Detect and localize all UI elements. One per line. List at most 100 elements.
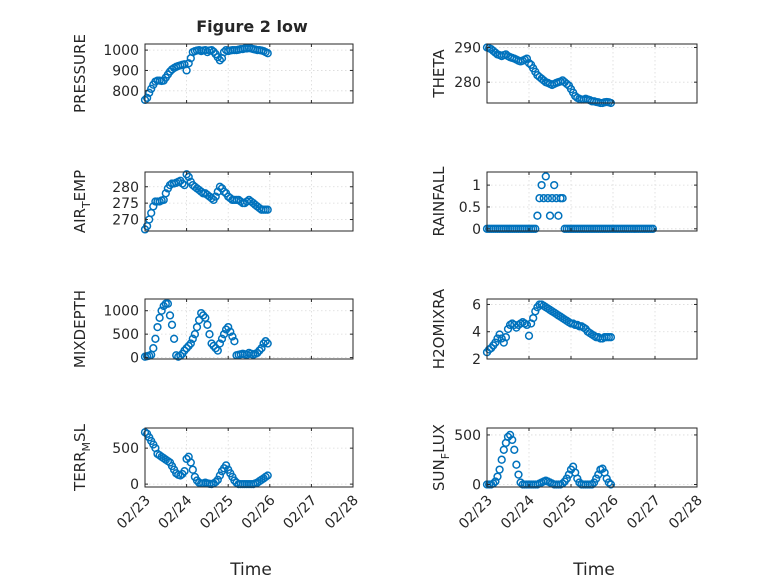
- data-point: [550, 180, 559, 190]
- data-point: [213, 475, 222, 484]
- y-axis-label: THETA: [430, 49, 448, 99]
- data-point: [562, 474, 571, 483]
- data-point: [253, 348, 262, 358]
- data-point: [508, 435, 517, 445]
- figure-title: Figure 2 low: [196, 17, 308, 36]
- axes-frame: [144, 171, 354, 232]
- data-point: [215, 182, 225, 191]
- x-tick-label: 02/25: [197, 493, 237, 533]
- data-point: [215, 471, 225, 480]
- data-point: [514, 470, 523, 479]
- x-axis-label-right: Time: [572, 560, 615, 580]
- y-tick-label: 280: [454, 75, 481, 91]
- y-tick-label: 275: [112, 196, 139, 212]
- y-tick-label: 0: [130, 477, 139, 493]
- axes-frame: [486, 298, 698, 360]
- data-point: [558, 194, 567, 203]
- data-point: [259, 339, 268, 348]
- data-point: [188, 465, 197, 474]
- data-point: [541, 172, 550, 181]
- data-point: [199, 311, 208, 320]
- data-point: [147, 84, 156, 93]
- data-point: [562, 79, 571, 89]
- axes-frame: [144, 298, 354, 360]
- data-point: [151, 334, 160, 343]
- data-point: [510, 445, 519, 454]
- y-tick-label: 0.5: [459, 200, 481, 216]
- data-point: [255, 346, 264, 355]
- data-point: [539, 194, 548, 203]
- data-point: [190, 330, 200, 339]
- data-point: [512, 460, 521, 469]
- data-point: [263, 339, 272, 348]
- y-tick-label: 0: [472, 222, 481, 238]
- data-point: [535, 194, 544, 203]
- data-point: [505, 430, 515, 440]
- data-point: [524, 331, 534, 340]
- data-point: [180, 467, 189, 476]
- data-point: [215, 56, 225, 65]
- data-point: [184, 172, 193, 182]
- y-tick-label: 4: [472, 325, 481, 341]
- data-point: [495, 465, 504, 474]
- axes-frame: [486, 43, 698, 104]
- data-point: [165, 311, 175, 320]
- data-point: [176, 471, 185, 480]
- data-point: [163, 299, 173, 308]
- data-point: [491, 477, 500, 486]
- subplot-rainfall: 0 0.5 1 RAINFALL: [430, 166, 698, 238]
- data-point: [211, 477, 220, 487]
- data-point: [543, 194, 553, 203]
- axes-frame: [144, 43, 354, 104]
- data-point: [184, 341, 193, 351]
- data-point: [606, 333, 616, 342]
- data-point: [203, 320, 212, 329]
- data-point: [497, 334, 506, 343]
- y-tick-label: 1: [472, 178, 481, 194]
- data-point: [604, 478, 613, 487]
- data-point: [221, 461, 231, 470]
- data-point: [207, 194, 216, 203]
- y-axis-label: PRESSURE: [71, 34, 89, 113]
- x-tick-label: 02/28: [322, 493, 362, 533]
- data-point: [153, 322, 162, 332]
- data-point: [257, 344, 266, 353]
- subplot-theta: 280 290 THETA: [430, 40, 698, 108]
- data-point: [224, 322, 233, 332]
- data-point: [499, 445, 508, 454]
- y-tick-label: 500: [454, 428, 481, 444]
- data-point: [501, 333, 511, 342]
- data-point: [205, 330, 214, 339]
- data-point: [491, 48, 500, 57]
- data-point: [533, 211, 542, 220]
- x-tick-label: 02/23: [114, 493, 154, 533]
- axes-frame: [486, 171, 698, 232]
- data-point: [263, 205, 272, 214]
- series-pressure: [140, 43, 272, 105]
- y-tick-label: 290: [454, 40, 481, 56]
- x-tick-label: 02/27: [624, 493, 664, 533]
- data-point: [219, 187, 229, 196]
- data-point: [497, 455, 506, 464]
- data-point: [197, 308, 206, 318]
- data-point: [493, 472, 502, 481]
- data-point: [211, 344, 220, 353]
- data-point: [263, 471, 272, 480]
- y-axis-label: MIXDEPTH: [71, 290, 89, 368]
- subplot-mixdepth: 0 500 1000 MIXDEPTH: [71, 290, 354, 368]
- data-point: [178, 179, 187, 188]
- series-theta: [482, 43, 616, 108]
- data-point: [230, 337, 239, 346]
- data-point: [522, 54, 532, 63]
- data-point: [182, 344, 191, 353]
- data-point: [226, 327, 235, 336]
- data-point: [192, 322, 202, 332]
- series-h2omixra: [482, 300, 616, 357]
- y-tick-label: 6: [472, 297, 481, 313]
- series-air_temp: [140, 170, 272, 234]
- data-point: [503, 324, 513, 334]
- data-point: [207, 45, 216, 55]
- data-point: [145, 88, 154, 97]
- data-point: [169, 334, 179, 343]
- x-axis-label-left: Time: [229, 560, 272, 580]
